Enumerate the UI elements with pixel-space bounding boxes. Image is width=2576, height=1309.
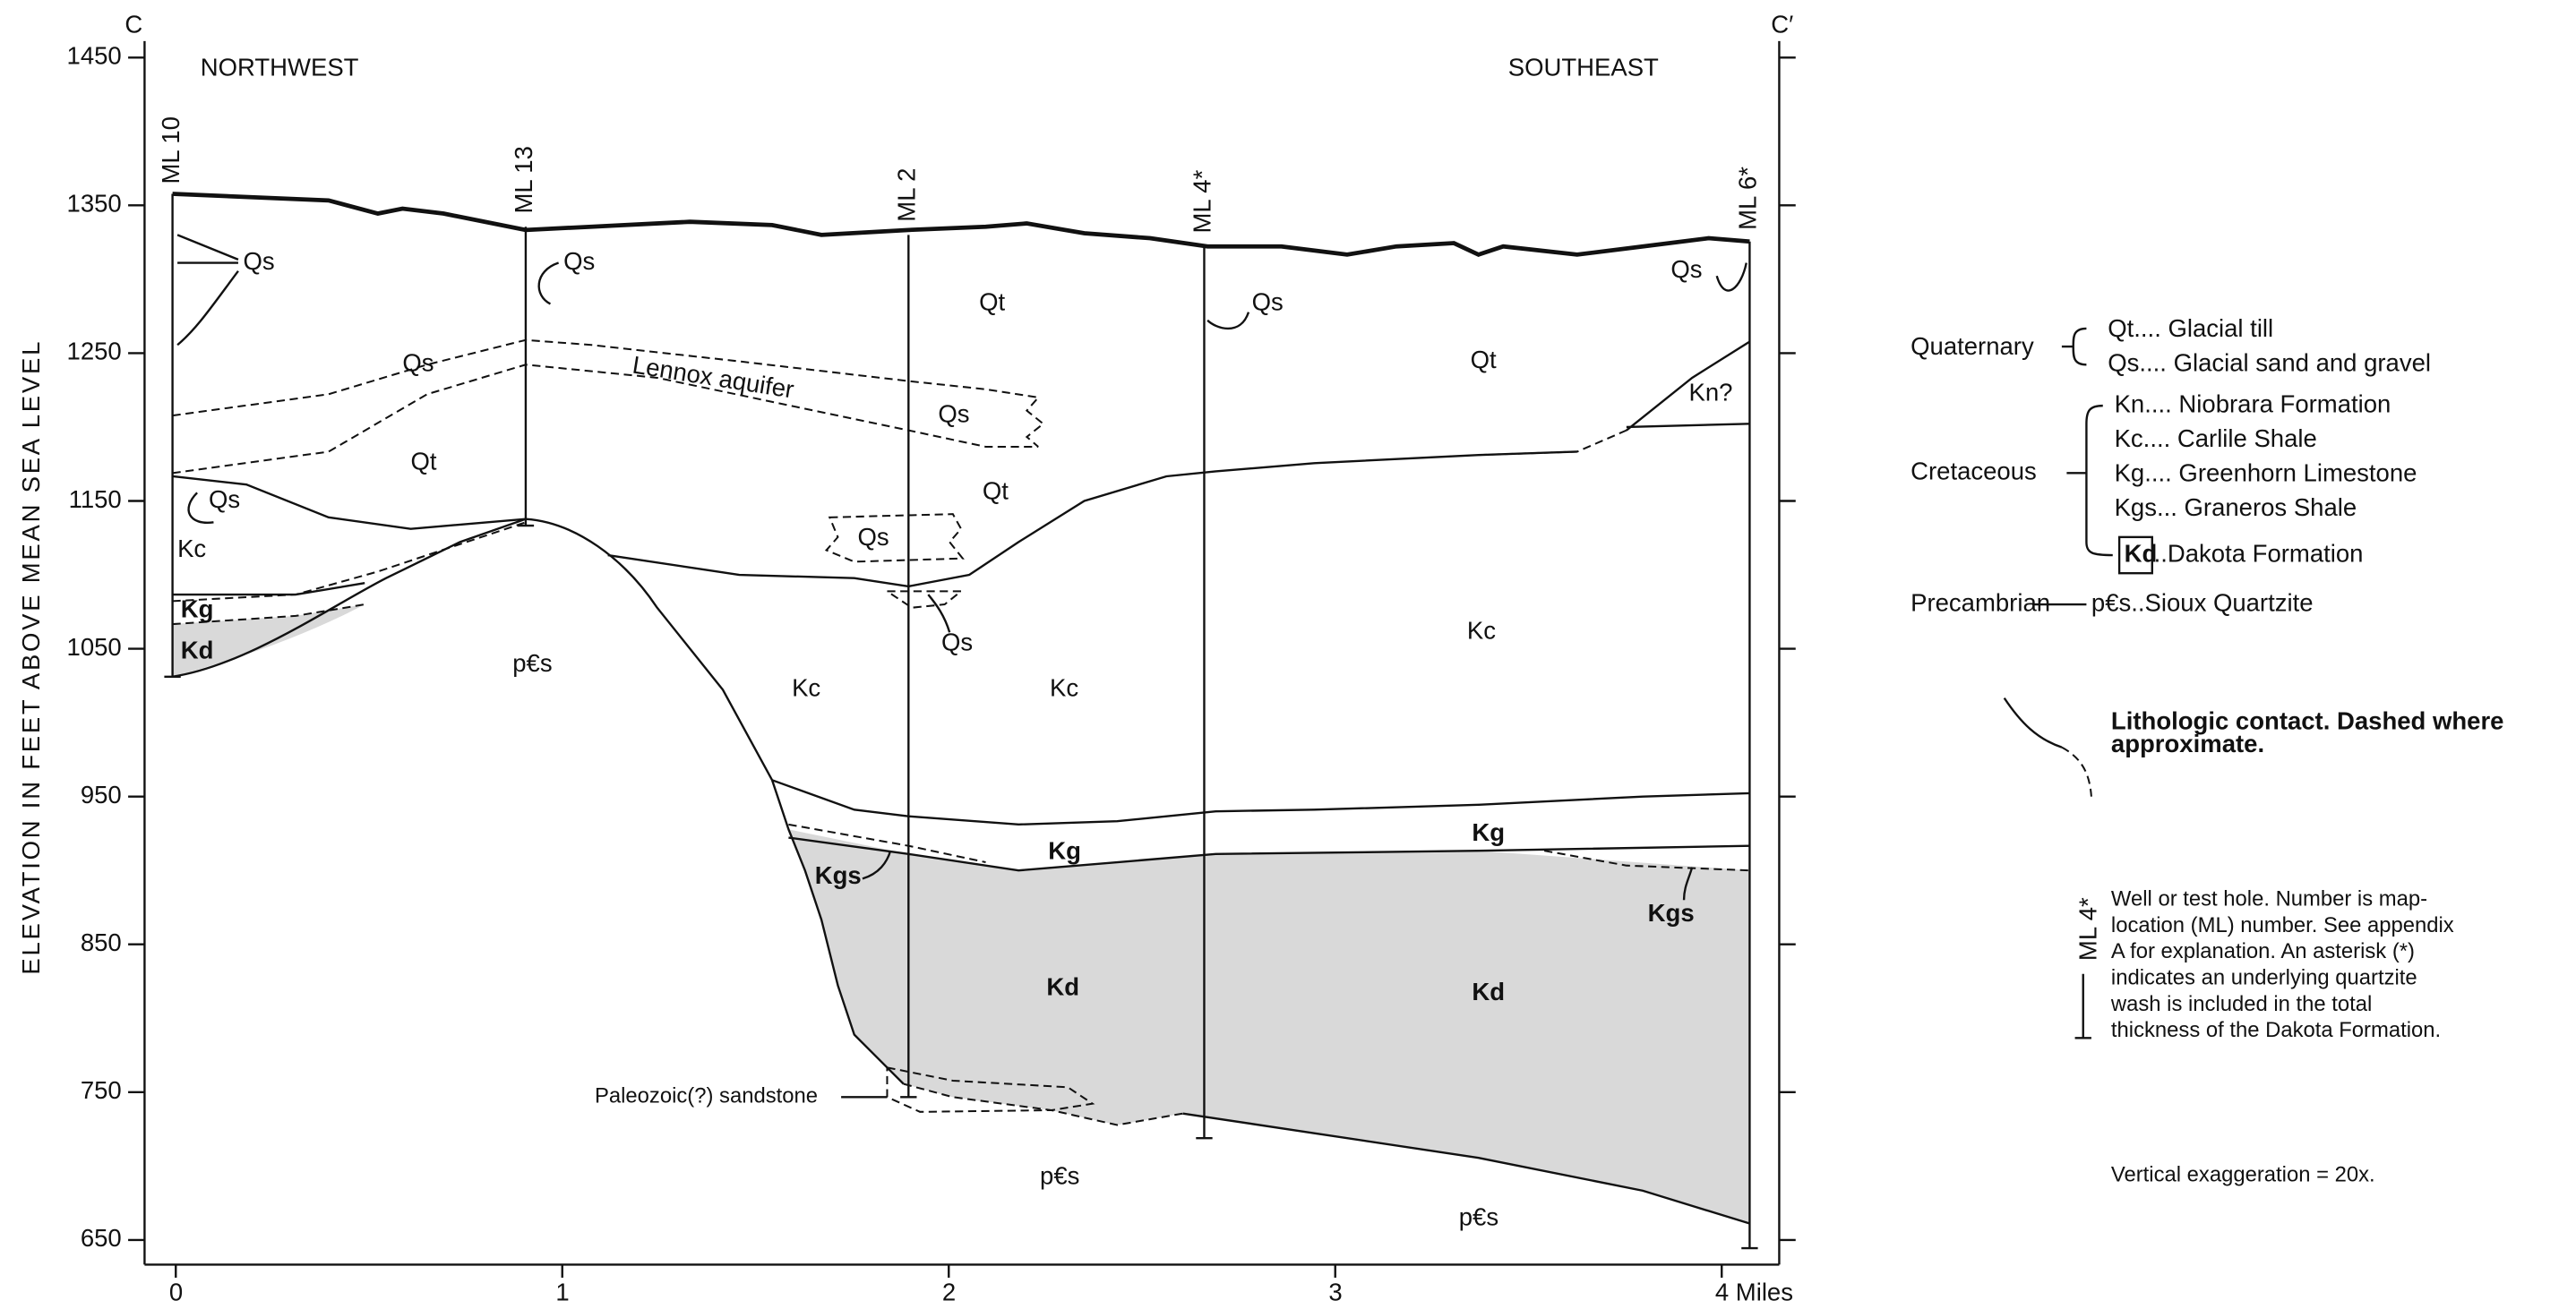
well-label: ML 6*	[1734, 167, 1762, 230]
unit-label: Kgs	[815, 861, 862, 889]
unit-label: Qt	[979, 288, 1005, 316]
unit-label: Qs	[941, 628, 973, 655]
legend-note: approximate.	[2111, 730, 2264, 757]
unit-label: Kc	[792, 674, 820, 702]
arrow	[1207, 312, 1249, 329]
diagram: C C′ NORTHWEST SOUTHEAST ELEVATION IN FEET A…	[0, 0, 2576, 1309]
unit-label: Kc	[177, 535, 206, 562]
unit-label: Kc	[1467, 617, 1496, 645]
legend-bracket	[2066, 406, 2112, 555]
unit-label: Kd	[1046, 973, 1079, 1001]
unit-label: Kg	[1048, 836, 1081, 864]
unit-label: p€s	[1040, 1161, 1079, 1189]
legend-contact	[2062, 748, 2091, 797]
legend-bracket	[2062, 329, 2087, 364]
unit-label: Kc	[1050, 674, 1078, 702]
unit-label: p€s	[1459, 1202, 1498, 1230]
unit-label: Qs	[209, 485, 240, 513]
unit-label: Qs	[938, 399, 969, 427]
dakota-shading	[788, 829, 1749, 1223]
legend-group: Precambrian	[1911, 588, 2050, 616]
section-end: C′	[1771, 11, 1793, 38]
legend-item: Kc.... Carlile Shale	[2115, 424, 2317, 452]
direction: SOUTHEAST	[1508, 53, 1659, 81]
y-tick-label: 850	[81, 928, 122, 956]
x-tick-label: 1	[555, 1279, 569, 1306]
section-start: C	[125, 11, 142, 38]
legend-note: Vertical exaggeration = 20x.	[2111, 1163, 2375, 1187]
y-tick-label: 1250	[67, 338, 122, 365]
legend-item: Kgs... Graneros Shale	[2115, 493, 2357, 521]
unit-label: Qs	[857, 523, 889, 551]
legend-note: location (ML) number. See appendix	[2111, 913, 2454, 937]
sand-lens	[887, 591, 961, 607]
legend-item: Kg.... Greenhorn Limestone	[2115, 458, 2417, 486]
x-tick-label: 4 Miles	[1715, 1279, 1793, 1306]
y-tick-label: 1050	[67, 633, 122, 661]
contact-approximate	[173, 522, 526, 601]
unit-label: Lennox aquifer	[631, 351, 796, 404]
contact-approximate	[1479, 431, 1627, 456]
unit-label: Qs	[243, 247, 274, 275]
unit-label: Kgs	[1648, 899, 1695, 927]
well-label: ML 10	[157, 116, 185, 184]
sand-lens	[827, 514, 963, 561]
legend-group: Quaternary	[1911, 332, 2034, 360]
contact	[608, 451, 1577, 586]
arrow	[539, 263, 559, 304]
unit-label: Kg	[1472, 818, 1505, 846]
y-tick-label: 1350	[67, 190, 122, 218]
y-tick-label: 1450	[67, 42, 122, 70]
legend-contact	[2005, 698, 2062, 748]
legend-item: Qt.... Glacial till	[2108, 314, 2273, 342]
unit-label: Kn?	[1689, 379, 1733, 406]
legend-well-label: ML 4*	[2074, 897, 2101, 961]
page-body: { "section": { "start_label": "C", "end_…	[0, 0, 2576, 1309]
unit-label: Qs	[563, 247, 595, 275]
unit-label: Kg	[181, 595, 214, 623]
x-tick-label: 3	[1328, 1279, 1342, 1306]
legend-item: p€s..Sioux Quartzite	[2091, 588, 2314, 616]
arrow	[1717, 263, 1747, 291]
y-tick-label: 650	[81, 1224, 122, 1252]
legend-note: A for explanation. An asterisk (*)	[2111, 939, 2415, 963]
unit-label: Kd	[1472, 978, 1505, 1005]
contact	[1627, 424, 1750, 427]
ground-surface	[173, 194, 1750, 255]
well-label: ML 4*	[1189, 169, 1216, 233]
unit-label: p€s	[512, 649, 552, 677]
contact	[772, 780, 1749, 825]
legend-note: indicates an underlying quartzite	[2111, 966, 2417, 990]
x-tick-label: 0	[169, 1279, 183, 1306]
arrow	[928, 595, 949, 632]
direction: NORTHWEST	[201, 53, 359, 81]
unit-label: Paleozoic(?) sandstone	[595, 1084, 818, 1108]
contact	[173, 519, 904, 1084]
legend-item: Qs.... Glacial sand and gravel	[2108, 349, 2431, 377]
y-tick-label: 1150	[69, 485, 122, 513]
unit-label: Qt	[411, 448, 437, 475]
arrow	[177, 235, 238, 345]
legend-note: wash is included in the total	[2110, 992, 2372, 1016]
unit-label: Qt	[983, 477, 1009, 505]
legend-item: Kn.... Niobrara Formation	[2115, 389, 2391, 417]
legend-symbol: Kd	[2125, 539, 2158, 567]
y-axis-title: ELEVATION IN FEET ABOVE MEAN SEA LEVEL	[17, 339, 45, 975]
x-tick-label: 2	[942, 1279, 956, 1306]
unit-label: Qs	[402, 349, 434, 377]
unit-label: Qt	[1471, 346, 1497, 373]
legend-note: Well or test hole. Number is map-	[2111, 887, 2427, 911]
page: Geologic section C–C′ html, body { margi…	[0, 0, 2576, 1309]
y-tick-label: 950	[81, 781, 122, 808]
unit-label: Kd	[181, 637, 214, 664]
y-tick-label: 750	[81, 1076, 122, 1104]
legend-note: thickness of the Dakota Formation.	[2111, 1018, 2441, 1042]
well-label: ML 13	[510, 146, 537, 213]
legend-item: ..Dakota Formation	[2154, 539, 2364, 567]
contact	[173, 583, 365, 595]
unit-label: Qs	[1252, 288, 1284, 316]
legend-group: Cretaceous	[1911, 458, 2037, 485]
well-label: ML 2	[893, 168, 921, 222]
unit-label: Qs	[1670, 255, 1702, 283]
